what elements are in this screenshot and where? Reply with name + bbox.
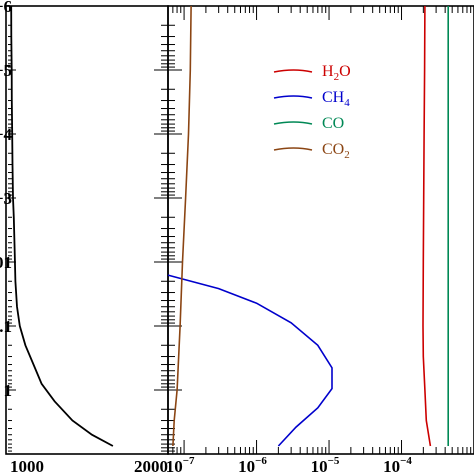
legend-label: CO <box>322 115 344 132</box>
right-y-ticks <box>168 5 182 455</box>
left-x-tick-labels: 1000 2000 <box>10 457 168 474</box>
left-x-tick-label: 2000 <box>134 457 168 474</box>
series-line-h2o <box>422 5 432 447</box>
left-y-tick-label: −6 <box>0 0 12 16</box>
left-y-tick-label: .1 <box>0 317 12 336</box>
legend-swatch <box>273 121 313 125</box>
right-x-ticks <box>167 6 474 454</box>
left-y-tick-labels: −6 −5 −4 −3 .01 .1 1 <box>0 0 12 400</box>
left-y-tick-label: .01 <box>0 253 12 272</box>
right-x-tick-labels: 10−7 10−6 10−5 10−4 <box>166 455 413 474</box>
right-series <box>167 5 449 447</box>
right-x-tick-label: 10−4 <box>383 455 412 474</box>
left-panel-temperature-profile: −6 −5 −4 −3 .01 .1 1 1000 2000 <box>0 0 169 474</box>
left-x-tick-label: 1000 <box>10 457 44 474</box>
left-plot-frame <box>5 5 169 455</box>
left-y-ticks <box>8 5 168 455</box>
right-panel-abundance-profiles: 10−7 10−6 10−5 10−4 H2O CH4 CO CO2 <box>166 5 474 474</box>
series-line-ch4 <box>167 274 333 447</box>
left-y-tick-label: −4 <box>0 125 12 144</box>
legend: H2O CH4 CO CO2 <box>273 63 351 161</box>
legend-label: CH4 <box>322 89 350 109</box>
left-series <box>10 5 114 447</box>
left-y-tick-label: −5 <box>0 61 12 80</box>
right-x-tick-label: 10−6 <box>238 455 267 474</box>
legend-label: CO2 <box>322 141 350 161</box>
right-x-tick-label: 10−5 <box>311 455 340 474</box>
right-x-tick-label: 10−7 <box>166 455 195 474</box>
left-y-tick-label: −3 <box>0 189 12 208</box>
left-y-tick-label: 1 <box>4 381 13 400</box>
series-line-co2 <box>172 5 192 447</box>
right-plot-frame <box>167 5 474 455</box>
legend-label: H2O <box>322 63 351 83</box>
legend-swatch <box>273 95 313 99</box>
legend-swatch <box>273 69 313 73</box>
temperature-line <box>10 5 114 447</box>
legend-swatch <box>273 147 313 151</box>
